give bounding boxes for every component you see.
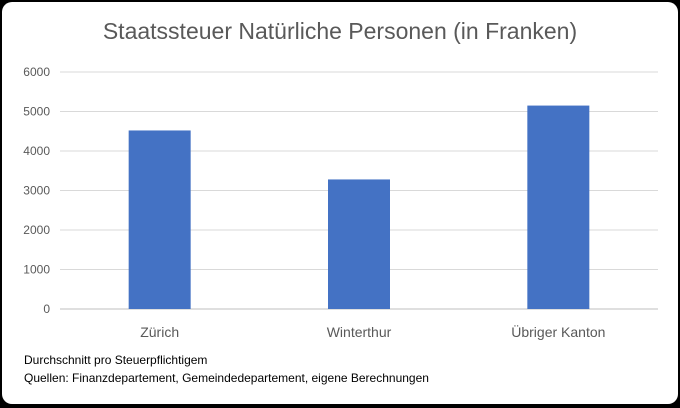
x-tick-label: Zürich: [140, 324, 179, 340]
bar: [128, 130, 191, 309]
y-tick-label: 3000: [23, 184, 50, 198]
y-tick-label: 1000: [23, 263, 50, 277]
chart-frame: Staatssteuer Natürliche Personen (in Fra…: [2, 2, 678, 404]
x-tick-label: Übriger Kanton: [511, 323, 605, 340]
footnote-average: Durchschnitt pro Steuerpflichtigem: [24, 353, 208, 367]
y-tick-label: 0: [43, 302, 50, 316]
bar: [328, 179, 390, 309]
x-tick-label: Winterthur: [327, 324, 392, 340]
bar: [527, 105, 590, 309]
bar-chart: 0 1000 2000 3000 4000 5000 6000 Zürich Winterthu…: [23, 65, 658, 340]
y-tick-label: 6000: [23, 65, 50, 79]
y-tick-label: 5000: [23, 105, 50, 119]
chart-title: Staatssteuer Natürliche Personen (in Fra…: [102, 18, 578, 44]
y-tick-label: 2000: [23, 223, 50, 237]
y-tick-label: 4000: [23, 144, 50, 158]
footnote-sources: Quellen: Finanzdepartement, Gemeindedepa…: [24, 371, 429, 385]
